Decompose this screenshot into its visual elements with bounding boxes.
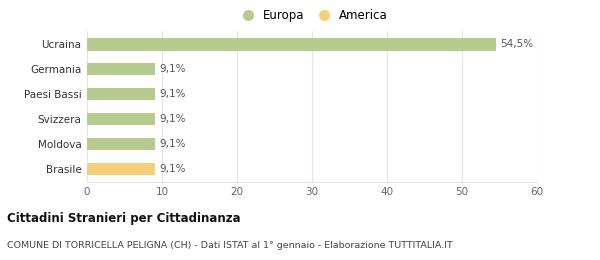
Bar bbox=[87, 138, 155, 150]
Text: COMUNE DI TORRICELLA PELIGNA (CH) - Dati ISTAT al 1° gennaio - Elaborazione TUTT: COMUNE DI TORRICELLA PELIGNA (CH) - Dati… bbox=[7, 240, 453, 250]
Text: 9,1%: 9,1% bbox=[160, 139, 186, 149]
Text: 9,1%: 9,1% bbox=[160, 64, 186, 74]
Text: 9,1%: 9,1% bbox=[160, 114, 186, 124]
Text: 54,5%: 54,5% bbox=[500, 39, 533, 49]
Text: Cittadini Stranieri per Cittadinanza: Cittadini Stranieri per Cittadinanza bbox=[7, 212, 241, 225]
Bar bbox=[87, 38, 496, 50]
Legend: Europa, America: Europa, America bbox=[232, 4, 392, 26]
Bar bbox=[87, 63, 155, 75]
Bar bbox=[87, 88, 155, 100]
Bar bbox=[87, 113, 155, 125]
Bar bbox=[87, 163, 155, 175]
Text: 9,1%: 9,1% bbox=[160, 164, 186, 174]
Text: 9,1%: 9,1% bbox=[160, 89, 186, 99]
